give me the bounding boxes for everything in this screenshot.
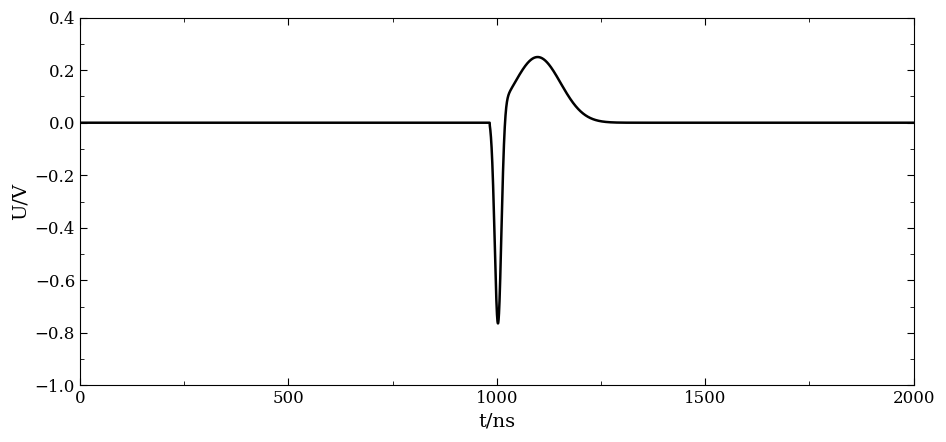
Y-axis label: U/V: U/V (11, 183, 29, 220)
X-axis label: t/ns: t/ns (479, 413, 516, 431)
